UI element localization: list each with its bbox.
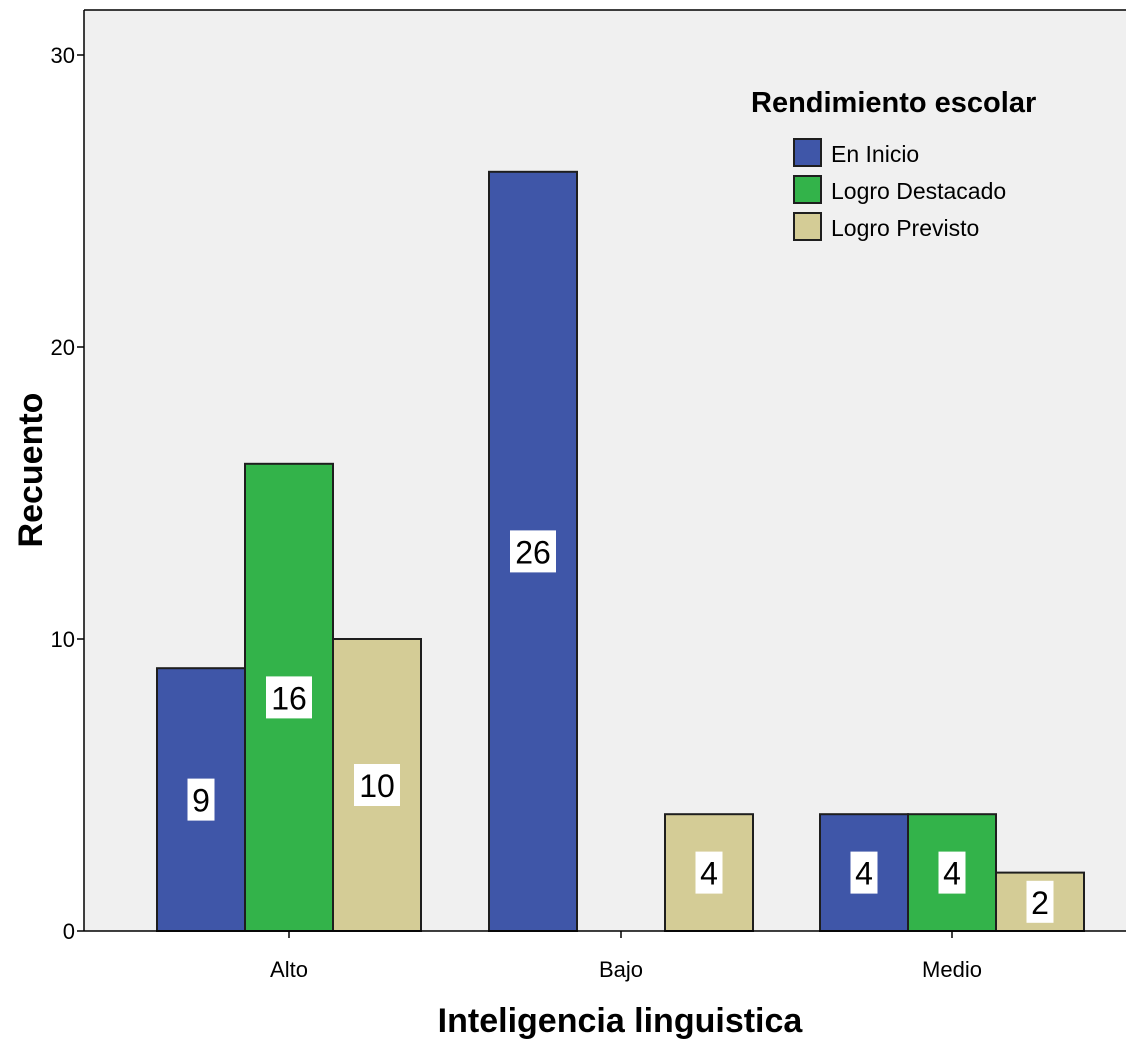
y-tick-label: 30 xyxy=(51,43,75,68)
legend: Rendimiento escolar En Inicio Logro Desta… xyxy=(751,87,1036,241)
x-tick-label: Medio xyxy=(922,957,982,982)
data-label: 9 xyxy=(192,783,210,819)
legend-swatch xyxy=(793,175,822,204)
data-label-box xyxy=(1026,880,1054,923)
data-label: 2 xyxy=(1031,885,1049,921)
x-tick-label: Bajo xyxy=(599,957,643,982)
data-label-box xyxy=(938,851,966,894)
data-label: 16 xyxy=(271,680,307,716)
data-label-box xyxy=(695,851,723,894)
data-label-box xyxy=(510,530,556,573)
data-label: 26 xyxy=(515,534,551,570)
data-label: 4 xyxy=(855,856,873,892)
legend-title: Rendimiento escolar xyxy=(751,87,1036,119)
data-label-box xyxy=(187,778,215,821)
x-axis-ticks: Alto Bajo Medio xyxy=(270,931,982,982)
bars xyxy=(156,170,1085,933)
data-label: 4 xyxy=(700,856,718,892)
legend-swatch xyxy=(793,212,822,241)
data-label-box xyxy=(266,676,312,719)
data-labels: 9 16 10 26 4 4 4 2 xyxy=(187,530,1054,923)
data-label: 10 xyxy=(359,768,395,804)
y-tick-label: 20 xyxy=(51,335,75,360)
x-tick-label: Alto xyxy=(270,957,308,982)
x-axis-title: Inteligencia linguistica xyxy=(438,1002,804,1040)
data-label-box xyxy=(850,851,878,894)
legend-label: Logro Destacado xyxy=(831,178,1006,204)
data-label: 4 xyxy=(943,856,961,892)
legend-swatch xyxy=(793,138,822,167)
y-axis-title: Recuento xyxy=(12,393,50,548)
y-tick-label: 10 xyxy=(51,627,75,652)
y-tick-label: 0 xyxy=(63,919,75,944)
y-axis-ticks: 0 10 20 30 xyxy=(51,43,84,944)
legend-label: En Inicio xyxy=(831,141,919,167)
data-label-box xyxy=(354,764,400,806)
legend-label: Logro Previsto xyxy=(831,215,979,241)
